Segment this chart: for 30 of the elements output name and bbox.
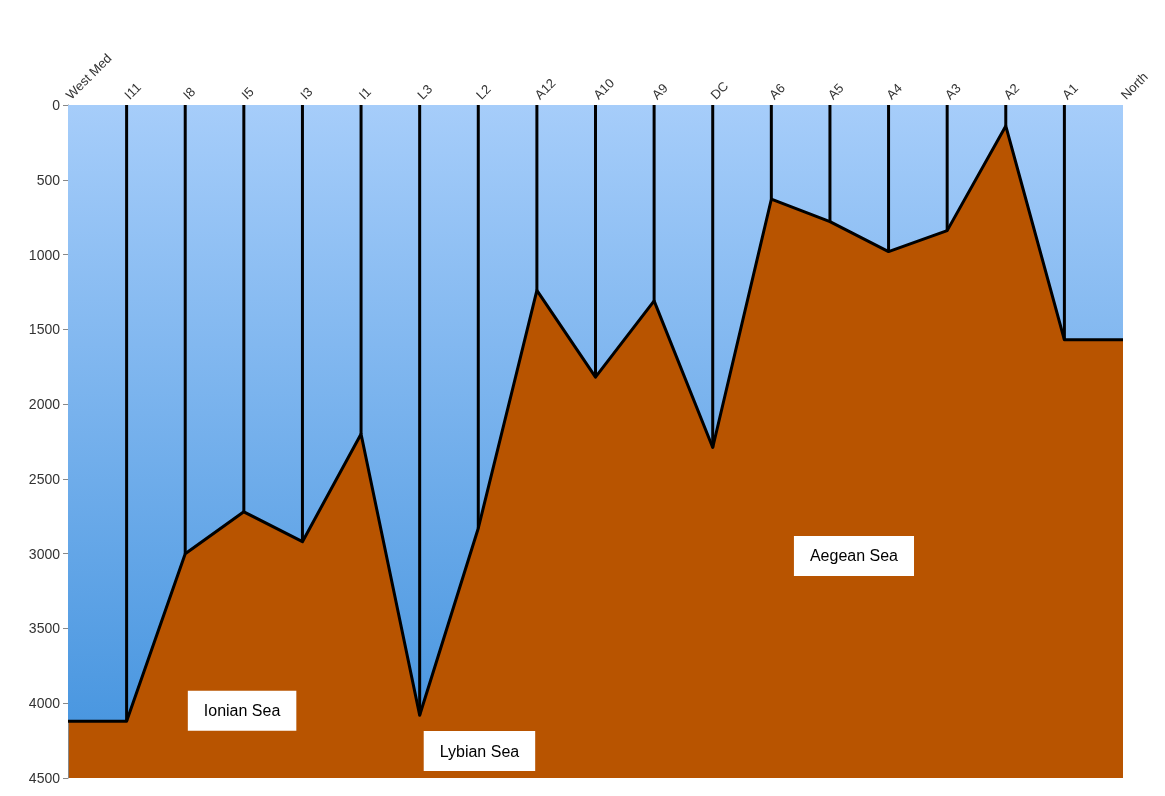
x-tick-label: A2 [1000,80,1023,103]
x-tick-label: DC [707,78,732,103]
annotation: Ionian Sea [203,702,281,720]
y-tick-label: 1000 [28,246,61,263]
x-tick-label: A5 [824,80,847,103]
y-tick-label: 2500 [28,470,61,487]
annotation: Aegean Sea [809,547,899,565]
x-tick-label: A10 [590,75,618,103]
x-tick-label: I3 [297,84,316,103]
y-tick-label: 0 [52,97,61,113]
x-tick-label: I5 [238,84,257,103]
x-tick-label: A12 [531,75,559,103]
x-tick-label: I8 [179,84,199,103]
y-tick-label: 4000 [28,695,61,712]
x-tick-label: A3 [941,80,964,103]
y-tick-label: 3000 [28,545,61,562]
x-tick-label: A6 [766,80,788,103]
y-tick-label: 2000 [28,396,61,413]
annotation: Lybian Sea [439,742,520,760]
y-tick-label: 1500 [28,321,61,338]
y-tick-label: 3500 [28,620,61,637]
y-tick-label: 4500 [28,770,61,786]
x-tick-label: A4 [883,80,906,103]
x-tick-label: L3 [414,81,436,103]
x-tick-label: A9 [648,80,671,103]
y-tick-label: 500 [36,171,61,188]
x-tick-label: L2 [472,81,494,103]
x-tick-label: A1 [1059,80,1081,103]
x-tick-label: I11 [121,79,144,103]
x-tick-label: I1 [355,84,375,103]
